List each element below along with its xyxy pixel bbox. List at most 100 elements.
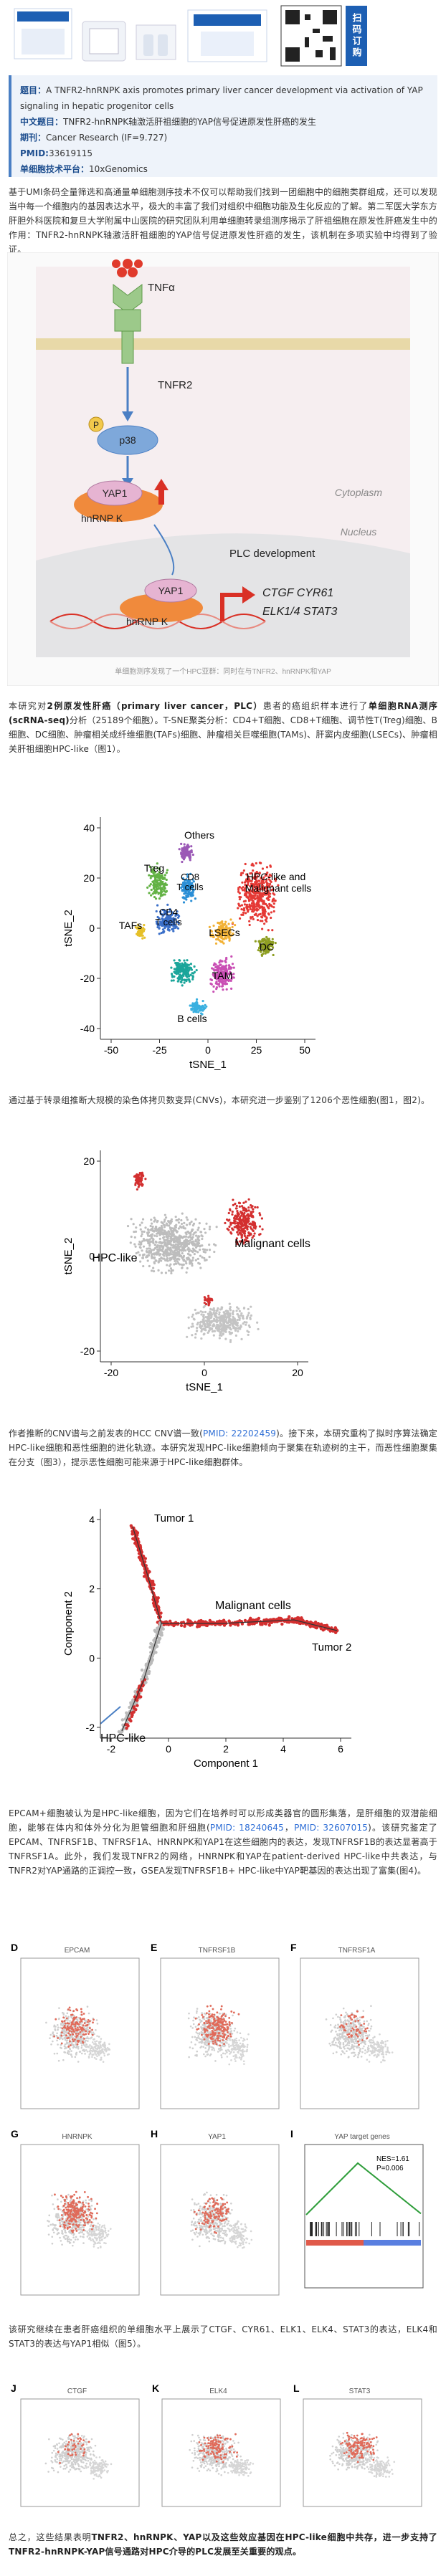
- cell-dot: [236, 1231, 239, 1234]
- cell-dot: [157, 1249, 160, 1252]
- cell-dot: [243, 1232, 246, 1235]
- cell-dot: [163, 874, 166, 877]
- cell-dot: [75, 2046, 78, 2048]
- cell-dot: [82, 2033, 85, 2036]
- cell-dot: [239, 1211, 242, 1213]
- cell-dot: [194, 1008, 197, 1011]
- cell-dot: [165, 872, 168, 874]
- cell-dot: [192, 2019, 194, 2022]
- cell-dot: [189, 1004, 191, 1007]
- cell-dot: [186, 875, 189, 878]
- cell-dot: [164, 1620, 169, 1623]
- cell-dot: [220, 981, 223, 984]
- cell-dot: [158, 932, 161, 935]
- cell-dot: [187, 963, 191, 966]
- cell-dot: [238, 917, 242, 920]
- cell-dot: [82, 2043, 85, 2046]
- cell-dot: [52, 2033, 55, 2036]
- cell-dot: [181, 884, 184, 887]
- cell-dot: [106, 2047, 109, 2049]
- cell-dot: [170, 1218, 173, 1221]
- cell-dot: [184, 1227, 186, 1230]
- x-tick-label: -20: [104, 1367, 118, 1378]
- cell-dot: [209, 1317, 212, 1320]
- cell-dot: [274, 900, 277, 902]
- cell-dot: [186, 965, 189, 968]
- cell-dot: [160, 1259, 163, 1262]
- cell-dot: [165, 1254, 168, 1257]
- banner: 扫码订购: [0, 0, 446, 72]
- cell-dot: [149, 882, 152, 886]
- text: 通过基于转录组推断大规模的染色体拷贝数变异(CNVs)，本研究进一步鉴别了120…: [9, 1095, 430, 1105]
- cell-dot: [178, 959, 181, 962]
- cell-dot: [177, 978, 181, 981]
- cell-dot: [225, 973, 228, 977]
- cell-dot: [170, 1622, 174, 1626]
- cell-dot: [191, 2047, 194, 2050]
- cell-dot: [161, 894, 164, 897]
- cell-dot: [191, 1236, 194, 1239]
- cell-dot: [143, 1239, 146, 1241]
- cell-dot: [157, 1229, 161, 1231]
- cell-dot: [152, 1270, 156, 1273]
- cell-dot: [191, 1229, 194, 1231]
- cell-dot: [237, 1233, 240, 1236]
- cell-dot: [156, 1231, 159, 1234]
- cell-dot: [244, 884, 247, 887]
- cell-dot: [226, 970, 229, 973]
- cell-dot: [70, 2044, 72, 2046]
- cell-dot: [193, 965, 196, 968]
- cell-dot: [176, 970, 180, 973]
- scatter: [134, 842, 280, 1016]
- cell-dot: [77, 2046, 80, 2048]
- cell-dot: [234, 1202, 237, 1206]
- cell-dot: [180, 886, 183, 889]
- link-text: PMID: 22202459: [203, 1428, 277, 1439]
- label-genes: CTGF CYR61: [262, 587, 333, 599]
- cell-dot: [192, 1222, 196, 1225]
- cell-dot: [80, 2029, 83, 2032]
- cell-dot: [229, 1307, 232, 1310]
- cell-dot: [82, 2013, 85, 2015]
- cell-dot: [217, 1316, 219, 1319]
- cell-dot: [224, 920, 227, 923]
- cell-dot: [165, 878, 168, 882]
- cell-dot: [136, 923, 140, 926]
- cell-dot: [212, 990, 215, 993]
- cell-dot: [194, 2054, 196, 2056]
- cell-dot: [251, 908, 254, 911]
- cell-dot: [156, 1235, 158, 1238]
- cell-dot: [249, 1232, 252, 1235]
- cell-dot: [128, 1717, 131, 1722]
- cell-dot: [66, 2042, 68, 2045]
- cell-dot: [247, 1213, 250, 1216]
- cell-dot: [314, 1626, 318, 1630]
- cell-dot: [231, 1324, 234, 1327]
- cluster-label: Malignant cells: [234, 1238, 310, 1250]
- cell-dot: [245, 1317, 248, 1320]
- y-axis-label: tSNE_2: [62, 910, 75, 947]
- cell-dot: [191, 1315, 194, 1318]
- cell-dot: [85, 2043, 88, 2046]
- cell-dot: [254, 881, 257, 884]
- cell-dot: [75, 2041, 77, 2044]
- cell-dot: [204, 1310, 207, 1314]
- cell-dot: [247, 1209, 250, 1212]
- panel-letter: E: [151, 1942, 157, 1953]
- cell-dot: [172, 1234, 175, 1237]
- cell-dot: [185, 970, 188, 973]
- cell-dot: [178, 1242, 181, 1245]
- cell-dot: [245, 1210, 248, 1213]
- cell-dot: [262, 902, 265, 905]
- cell-dot: [156, 923, 159, 927]
- cell-dot: [187, 850, 190, 853]
- cell-dot: [100, 2038, 103, 2040]
- cell-dot: [166, 1250, 169, 1253]
- cell-dot: [252, 864, 255, 867]
- cell-dot: [67, 2043, 70, 2046]
- cell-dot: [61, 2011, 64, 2014]
- cell-dot: [251, 884, 254, 887]
- cell-dot: [62, 2028, 65, 2031]
- cell-dot: [73, 2014, 75, 2017]
- cell-dot: [215, 2018, 217, 2020]
